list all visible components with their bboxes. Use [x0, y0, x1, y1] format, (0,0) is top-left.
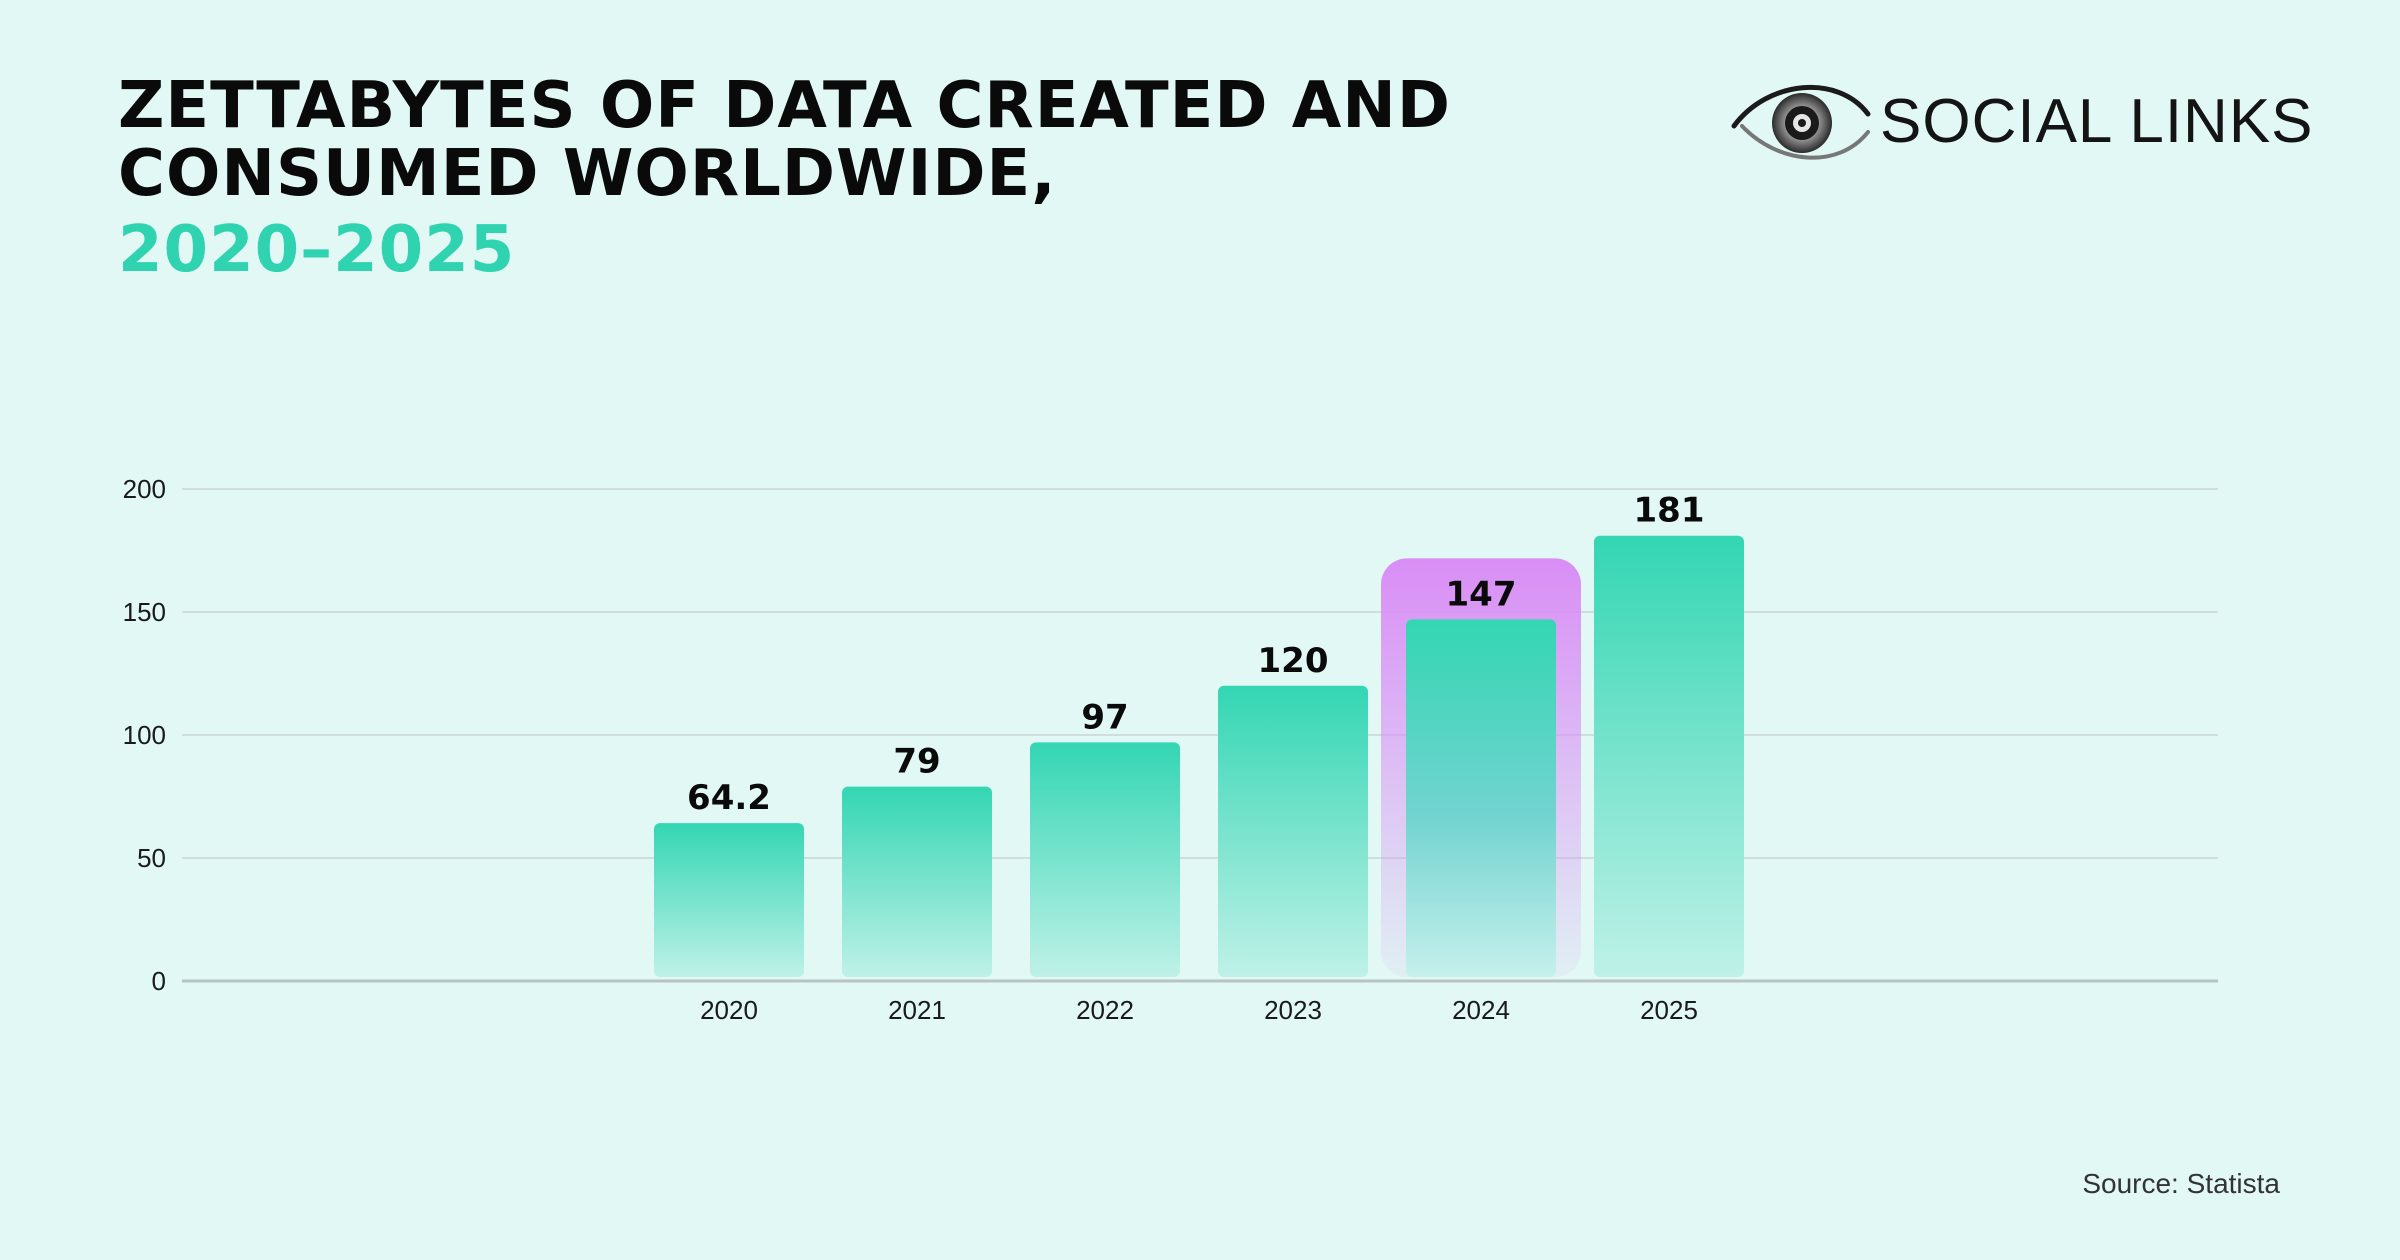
bar-2022: [1030, 742, 1180, 977]
y-tick-label: 150: [123, 597, 166, 627]
x-tick-label: 2023: [1264, 995, 1322, 1025]
bar-2023: [1218, 685, 1368, 977]
value-label-2023: 120: [1258, 641, 1329, 681]
eye-icon: [1731, 84, 1871, 160]
title-line-1: ZETTABYTES OF DATA CREATED AND: [118, 69, 1451, 143]
value-label-2022: 97: [1081, 697, 1128, 737]
x-tick-label: 2025: [1640, 995, 1698, 1025]
brand-name: SOCIAL LINKS: [1880, 87, 2314, 156]
x-tick-label: 2024: [1452, 995, 1510, 1025]
value-label-2024: 147: [1446, 574, 1517, 614]
bar-2024: [1406, 619, 1556, 977]
value-label-2020: 64.2: [687, 778, 771, 818]
y-tick-label: 0: [152, 966, 166, 996]
y-tick-label: 100: [123, 720, 166, 750]
value-label-2025: 181: [1634, 491, 1705, 531]
y-tick-label: 200: [123, 474, 166, 504]
x-tick-label: 2022: [1076, 995, 1134, 1025]
title-line-2: CONSUMED WORLDWIDE,: [118, 137, 1057, 211]
x-tick-label: 2021: [888, 995, 946, 1025]
bar-chart: 0 50 100 150 200 64.2 2020 79 2021 97 2022 120 2023 1…: [123, 474, 2218, 1025]
x-tick-label: 2020: [700, 995, 758, 1025]
source-note: Source: Statista: [2082, 1168, 2280, 1199]
chart-title: ZETTABYTES OF DATA CREATED AND CONSUMED …: [118, 72, 1568, 284]
value-label-2021: 79: [893, 742, 940, 782]
y-tick-label: 50: [137, 843, 166, 873]
bar-2025: [1594, 535, 1744, 977]
bar-2020: [654, 823, 804, 977]
bar-2021: [842, 786, 992, 977]
title-years: 2020–2025: [118, 213, 516, 287]
